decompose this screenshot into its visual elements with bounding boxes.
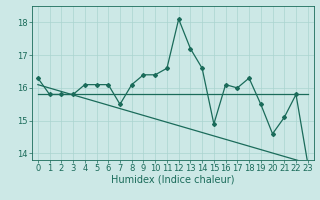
X-axis label: Humidex (Indice chaleur): Humidex (Indice chaleur) xyxy=(111,175,235,185)
